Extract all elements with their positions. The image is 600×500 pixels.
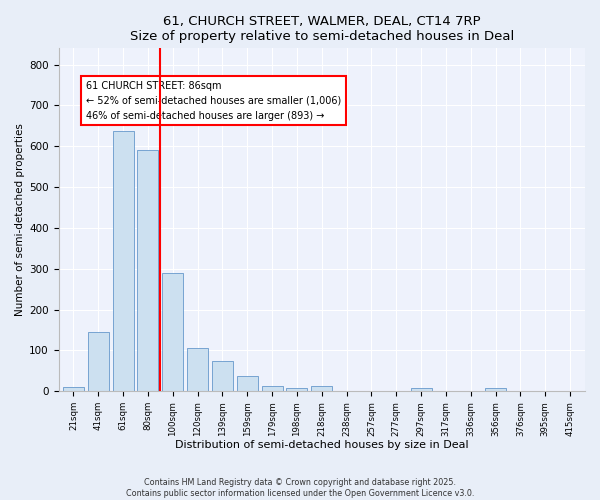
Bar	[262, 386, 283, 391]
Bar	[88, 332, 109, 391]
Bar	[212, 360, 233, 391]
Bar	[63, 387, 84, 391]
Text: 61 CHURCH STREET: 86sqm
← 52% of semi-detached houses are smaller (1,006)
46% of: 61 CHURCH STREET: 86sqm ← 52% of semi-de…	[86, 81, 341, 120]
Text: Contains HM Land Registry data © Crown copyright and database right 2025.
Contai: Contains HM Land Registry data © Crown c…	[126, 478, 474, 498]
Bar	[187, 348, 208, 391]
Bar	[485, 388, 506, 391]
Bar	[286, 388, 307, 391]
Bar	[137, 150, 158, 391]
Bar	[311, 386, 332, 391]
Bar	[236, 376, 258, 391]
Bar	[162, 273, 184, 391]
Bar	[113, 131, 134, 391]
Y-axis label: Number of semi-detached properties: Number of semi-detached properties	[15, 124, 25, 316]
X-axis label: Distribution of semi-detached houses by size in Deal: Distribution of semi-detached houses by …	[175, 440, 469, 450]
Bar	[410, 388, 431, 391]
Title: 61, CHURCH STREET, WALMER, DEAL, CT14 7RP
Size of property relative to semi-deta: 61, CHURCH STREET, WALMER, DEAL, CT14 7R…	[130, 15, 514, 43]
